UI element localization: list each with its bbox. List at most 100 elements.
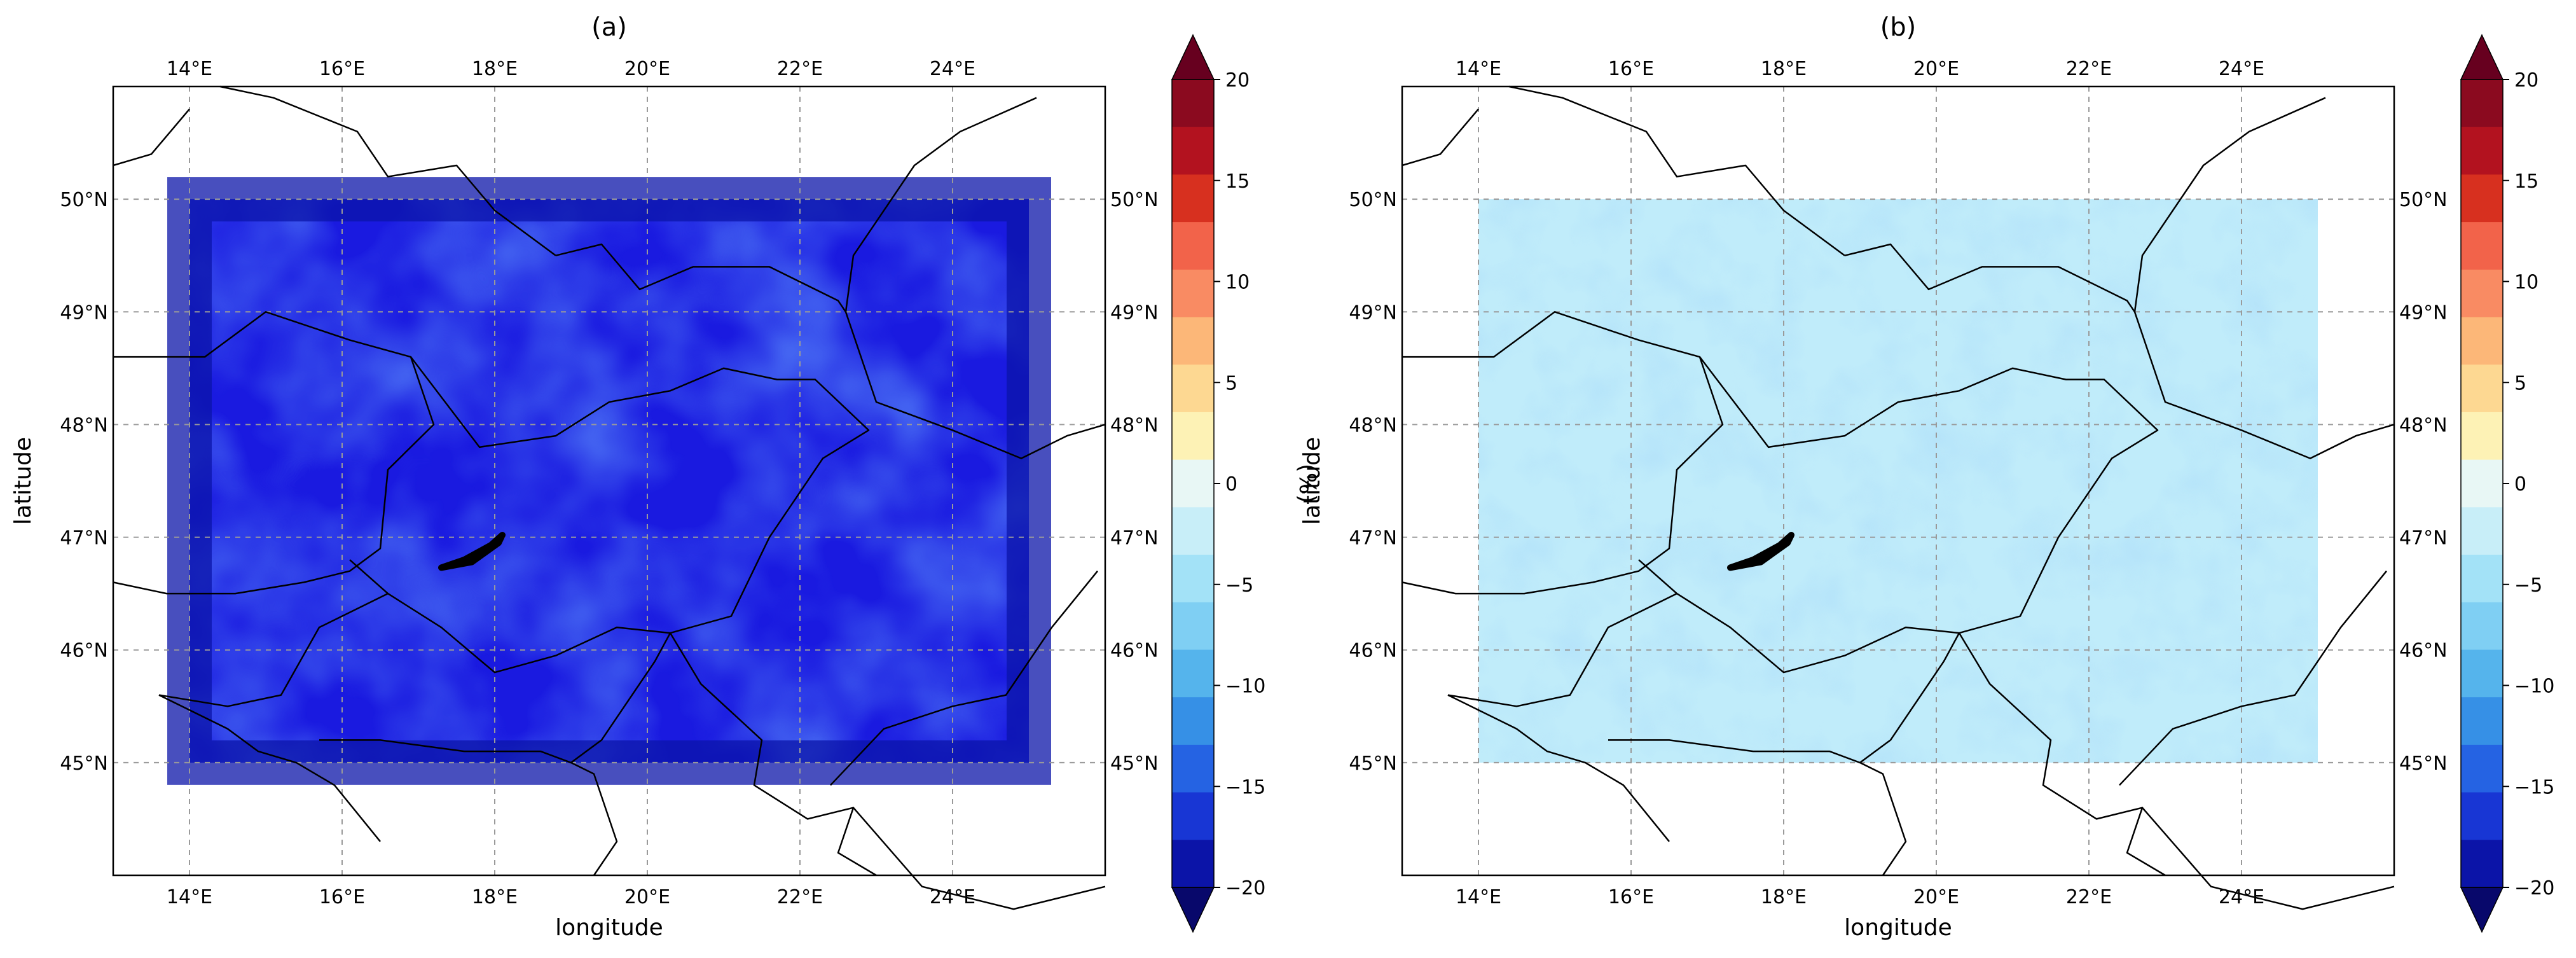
lon-tick-label-top: 22°E: [2066, 58, 2112, 80]
country-border: [1844, 243, 2136, 313]
colorbar-tick-label: 10: [2514, 272, 2538, 294]
colorbar-tick-label: 10: [1225, 272, 1250, 294]
colorbar-label: (%): [1294, 464, 1320, 503]
colorbar-tick-label: 0: [2514, 473, 2526, 496]
country-border: [219, 85, 556, 256]
colorbar-segment: [1172, 507, 1214, 555]
country-border: [2119, 570, 2387, 786]
colorbar-segment: [1172, 840, 1214, 888]
colorbar-segment: [2461, 269, 2503, 318]
colorbar-tick-label: −20: [1225, 877, 1265, 899]
lat-tick-label-left: 46°N: [60, 640, 108, 662]
lat-tick-label-right: 45°N: [2399, 753, 2448, 775]
country-border: [1958, 632, 2166, 877]
country-border: [158, 694, 381, 842]
panel-title: (b): [1880, 13, 1917, 42]
colorbar-segment: [1172, 649, 1214, 698]
colorbar-tick-label: −5: [1225, 574, 1253, 597]
lon-tick-label-bottom: 16°E: [319, 886, 365, 908]
colorbar-tick-label: −15: [1225, 776, 1265, 798]
colorbar-tick-label: −5: [2514, 574, 2542, 597]
lat-tick-label-left: 47°N: [1349, 527, 1397, 550]
colorbar-segment: [2461, 555, 2503, 603]
country-border: [1508, 85, 1845, 256]
country-border: [113, 311, 435, 595]
colorbar-segment: [1172, 269, 1214, 318]
colorbar-segment: [2461, 792, 2503, 840]
colorbar-segment: [2461, 80, 2503, 128]
lake-balaton: [438, 532, 506, 571]
colorbar-segment: [2461, 317, 2503, 365]
lat-tick-label-right: 47°N: [2399, 527, 2448, 550]
country-border: [844, 311, 1106, 459]
colorbar-segment: [1172, 602, 1214, 650]
country-border: [1447, 694, 1670, 842]
lon-tick-label-top: 22°E: [777, 58, 823, 80]
country-border: [2142, 807, 2395, 910]
lat-tick-label-right: 48°N: [1110, 414, 1159, 436]
lon-tick-label-bottom: 16°E: [1608, 886, 1654, 908]
country-border: [349, 356, 870, 674]
lon-tick-label-top: 24°E: [2219, 58, 2264, 80]
colorbar-segment: [2461, 697, 2503, 746]
contour-texture: [189, 199, 1029, 763]
lat-tick-label-left: 49°N: [1349, 302, 1397, 324]
colorbar-segment: [2461, 649, 2503, 698]
lat-tick-label-left: 50°N: [1349, 189, 1397, 211]
country-border: [555, 243, 847, 313]
colorbar-segment: [1172, 364, 1214, 413]
lon-tick-label-top: 14°E: [1456, 58, 1501, 80]
country-border: [319, 632, 672, 764]
y-axis-label: latitude: [1299, 437, 1325, 525]
country-border: [2133, 97, 2326, 312]
map-panel-b: (b) 14°E 14°E 16°E 16°E 18°E 18°E 20°E 20°E 22°E 2…: [1299, 13, 2554, 941]
colorbar-segment: [2461, 222, 2503, 270]
colorbar-tick-label: 0: [1225, 473, 1237, 496]
colorbar-segment: [2461, 602, 2503, 650]
colorbar-segment: [1172, 80, 1214, 128]
colorbar-segment: [1172, 744, 1214, 793]
colorbar-segment: [1172, 792, 1214, 840]
contour-edge: [167, 177, 1051, 785]
colorbar-tick-label: 20: [2514, 69, 2538, 92]
lat-tick-label-right: 50°N: [2399, 189, 2448, 211]
lon-tick-label-top: 24°E: [930, 58, 975, 80]
colorbar-segment: [1172, 317, 1214, 365]
lat-tick-label-left: 48°N: [60, 414, 108, 436]
country-border: [844, 97, 1037, 312]
lon-tick-label-bottom: 14°E: [167, 886, 212, 908]
colorbar-tick-label: −10: [1225, 676, 1265, 698]
lat-tick-label-right: 46°N: [2399, 640, 2448, 662]
map-border: [112, 85, 1106, 877]
lat-tick-label-left: 46°N: [1349, 640, 1397, 662]
colorbar-segment: [2461, 459, 2503, 508]
colorbar-segment: [2461, 127, 2503, 175]
country-border: [1402, 311, 1724, 595]
lat-tick-label-right: 50°N: [1110, 189, 1159, 211]
lon-tick-label-top: 14°E: [167, 58, 212, 80]
lon-tick-label-bottom: 22°E: [777, 886, 823, 908]
colorbar-tick-label: −10: [2514, 676, 2554, 698]
country-border: [1447, 592, 1677, 707]
colorbar-extend-max: [2460, 34, 2504, 80]
colorbar-segment: [2461, 412, 2503, 461]
x-axis-label: longitude: [1844, 915, 1952, 941]
colorbar-extend-max: [1171, 34, 1215, 80]
country-border: [113, 108, 190, 167]
colorbar-segment: [1172, 412, 1214, 461]
lon-tick-label-top: 20°E: [624, 58, 670, 80]
lat-tick-label-right: 49°N: [1110, 302, 1159, 324]
lon-tick-label-bottom: 22°E: [2066, 886, 2112, 908]
colorbar-tick-label: 15: [2514, 170, 2538, 193]
country-border: [1608, 632, 1960, 764]
colorbar-extend-min: [1171, 887, 1215, 933]
lake-balaton: [1727, 532, 1794, 571]
colorbar-tick-label: 20: [1225, 69, 1250, 92]
colorbar-segment: [2461, 364, 2503, 413]
lat-tick-label-left: 48°N: [1349, 414, 1397, 436]
lon-tick-label-bottom: 14°E: [1456, 886, 1501, 908]
lat-tick-label-left: 49°N: [60, 302, 108, 324]
